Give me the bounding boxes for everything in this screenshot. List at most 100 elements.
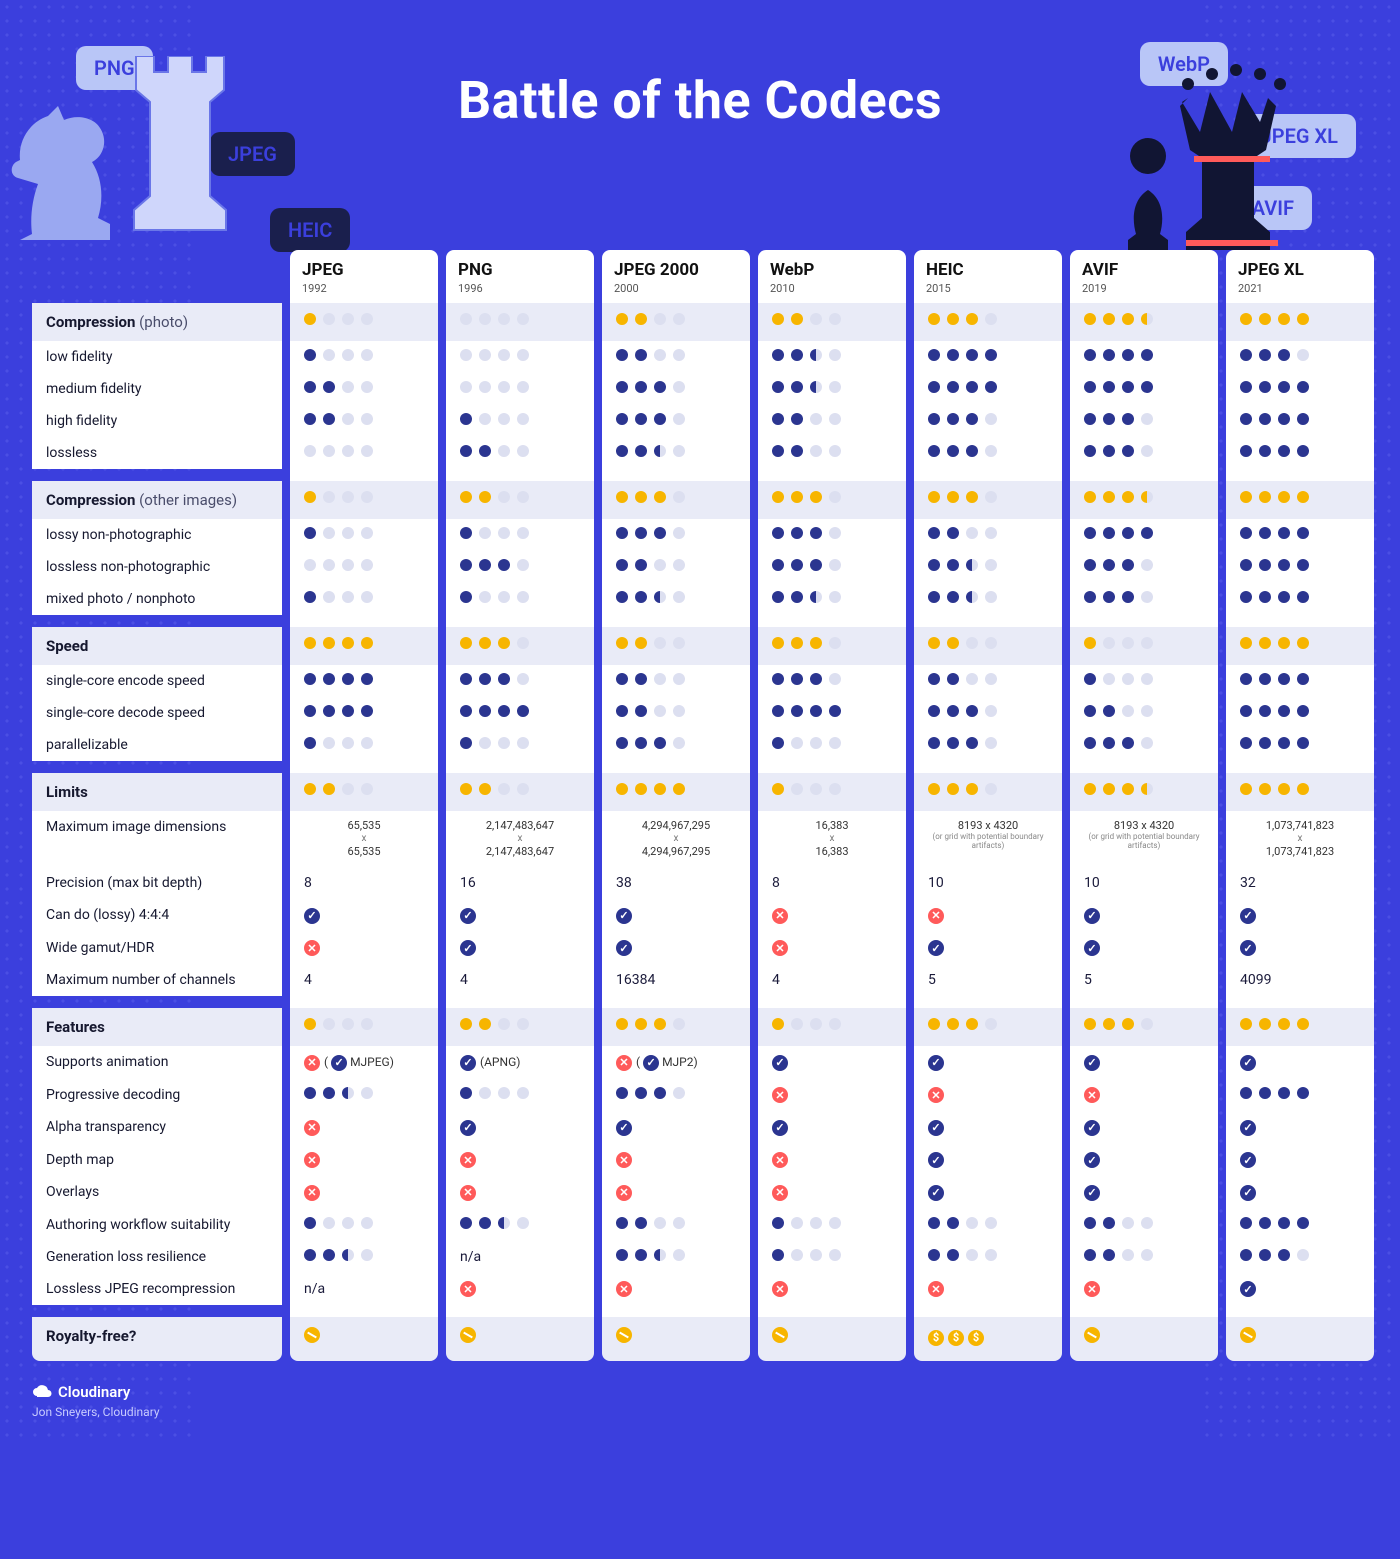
section-label: Features — [32, 1008, 282, 1046]
row-cell: ✓ — [1070, 1176, 1218, 1209]
row-label: Generation loss resilience — [32, 1241, 282, 1273]
row-cell — [602, 665, 750, 697]
row-cell — [446, 729, 594, 761]
row-cell — [914, 729, 1062, 761]
row-cell: ✓ — [1226, 1273, 1374, 1306]
pawn-icon — [1116, 136, 1180, 256]
rook-icon — [120, 56, 240, 256]
row-cell — [602, 341, 750, 373]
row-cell — [1226, 697, 1374, 729]
row-cell — [446, 373, 594, 405]
row-cell: 4 — [290, 964, 438, 996]
row-cell — [290, 729, 438, 761]
row-cell — [446, 437, 594, 469]
row-cell: ✓ — [1226, 1046, 1374, 1079]
row-cell — [914, 665, 1062, 697]
row-cell: ✓ — [1070, 1111, 1218, 1144]
row-cell: ✓(APNG) — [446, 1046, 594, 1079]
brand-logo: Cloudinary — [32, 1383, 1368, 1401]
row-cell: ✓ — [1226, 899, 1374, 932]
brand-name: Cloudinary — [58, 1383, 130, 1401]
row-cell — [758, 519, 906, 551]
row-label: parallelizable — [32, 729, 282, 761]
row-cell — [290, 551, 438, 583]
row-cell — [602, 437, 750, 469]
section-summary-cell — [914, 481, 1062, 519]
row-cell: ✕( ✓ MJPEG) — [290, 1046, 438, 1079]
row-cell — [914, 519, 1062, 551]
row-cell: ✕ — [290, 1176, 438, 1209]
row-cell — [914, 1241, 1062, 1273]
row-cell: 8 — [290, 867, 438, 899]
row-cell — [914, 1209, 1062, 1241]
section-summary-cell — [290, 481, 438, 519]
row-label: Authoring workflow suitability — [32, 1209, 282, 1241]
row-cell — [290, 437, 438, 469]
row-cell — [446, 519, 594, 551]
row-label: Alpha transparency — [32, 1111, 282, 1144]
section-summary-cell — [602, 303, 750, 341]
section-summary-cell — [446, 481, 594, 519]
row-cell — [914, 551, 1062, 583]
row-cell — [1226, 665, 1374, 697]
row-cell: ✕ — [758, 932, 906, 965]
row-cell — [602, 729, 750, 761]
section-summary-cell — [914, 1008, 1062, 1046]
section-summary-cell — [1226, 627, 1374, 665]
row-cell: ✓ — [914, 1046, 1062, 1079]
comparison-table: JPEG1992PNG1996JPEG 20002000WebP2010HEIC… — [32, 250, 1368, 1361]
section-summary-cell — [758, 627, 906, 665]
header-spacer — [32, 250, 282, 303]
section-summary-cell — [1070, 627, 1218, 665]
row-cell: 4,294,967,295x4,294,967,295 — [602, 811, 750, 867]
row-cell — [758, 1241, 906, 1273]
row-cell — [1070, 665, 1218, 697]
row-cell — [758, 437, 906, 469]
row-cell — [1070, 405, 1218, 437]
row-cell — [1070, 1241, 1218, 1273]
section-label: Compression (other images) — [32, 481, 282, 519]
row-cell — [914, 373, 1062, 405]
row-cell: 4 — [758, 964, 906, 996]
row-label: Can do (lossy) 4:4:4 — [32, 899, 282, 932]
codec-header: PNG1996 — [446, 250, 594, 303]
row-cell — [290, 665, 438, 697]
row-cell — [914, 405, 1062, 437]
row-cell — [446, 665, 594, 697]
row-cell: ✓ — [758, 1111, 906, 1144]
section-summary-cell — [446, 1317, 594, 1361]
section-summary-cell — [1226, 1008, 1374, 1046]
row-cell: 8193 x 4320(or grid with potential bound… — [914, 811, 1062, 867]
row-cell: n/a — [290, 1273, 438, 1306]
row-label: Lossless JPEG recompression — [32, 1273, 282, 1306]
row-cell — [758, 405, 906, 437]
row-label: Precision (max bit depth) — [32, 867, 282, 899]
row-cell — [446, 551, 594, 583]
row-label: Wide gamut/HDR — [32, 932, 282, 965]
row-cell: ✕ — [446, 1273, 594, 1306]
row-cell — [758, 583, 906, 615]
row-cell: 10 — [914, 867, 1062, 899]
row-cell: 5 — [914, 964, 1062, 996]
row-cell — [758, 665, 906, 697]
section-summary-cell — [290, 1317, 438, 1361]
row-cell — [1226, 373, 1374, 405]
row-label: lossy non-photographic — [32, 519, 282, 551]
row-cell: ✕ — [602, 1273, 750, 1306]
row-cell — [1226, 729, 1374, 761]
footer-credit: Jon Sneyers, Cloudinary — [32, 1405, 1368, 1419]
row-label: Progressive decoding — [32, 1079, 282, 1112]
section-summary-cell — [1226, 1317, 1374, 1361]
row-label: low fidelity — [32, 341, 282, 373]
row-cell: 8 — [758, 867, 906, 899]
row-cell — [1070, 729, 1218, 761]
row-label: Overlays — [32, 1176, 282, 1209]
section-summary-cell — [446, 1008, 594, 1046]
row-cell — [446, 697, 594, 729]
row-cell — [446, 1209, 594, 1241]
row-label: lossless — [32, 437, 282, 469]
row-cell — [290, 583, 438, 615]
row-cell — [446, 341, 594, 373]
row-cell: 2,147,483,647x2,147,483,647 — [446, 811, 594, 867]
row-cell: ✕ — [1070, 1273, 1218, 1306]
